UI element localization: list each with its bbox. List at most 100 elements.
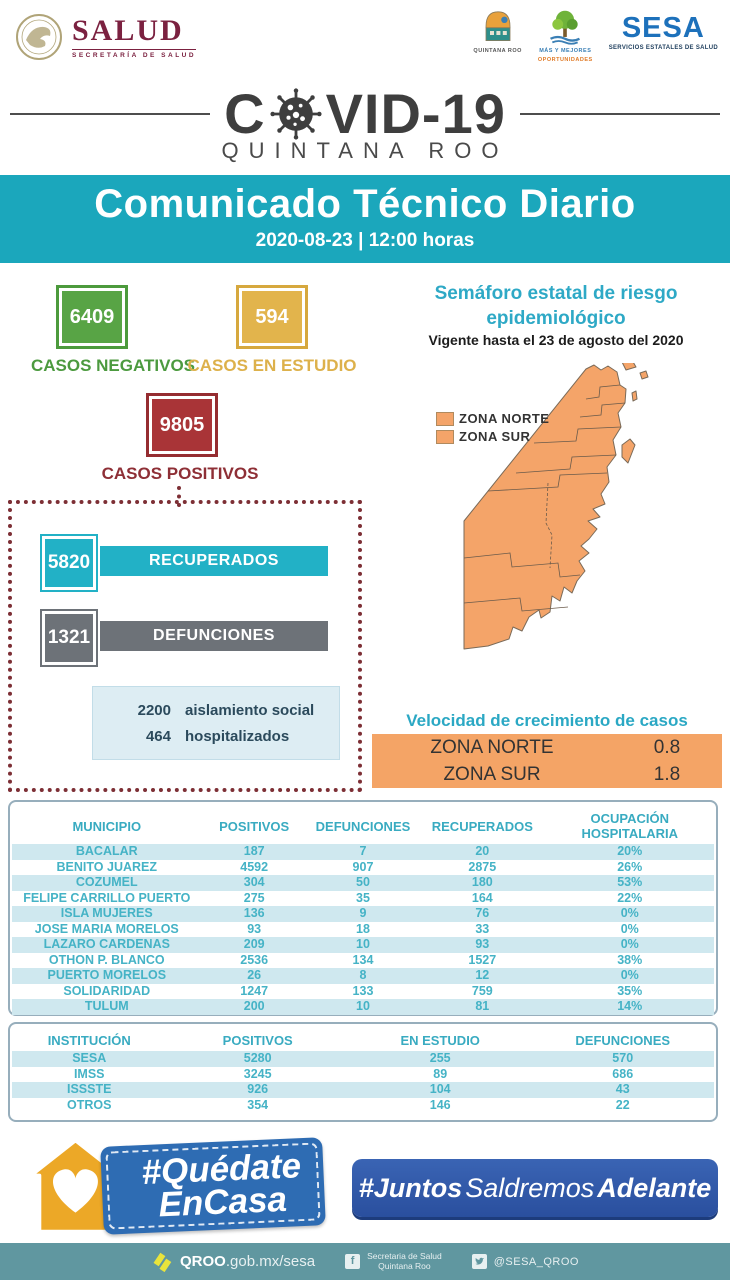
table-row: PUERTO MORELOS 26 8 12 0% bbox=[12, 968, 714, 984]
aislamiento-row: 2200 aislamiento social bbox=[93, 702, 339, 719]
table-cell: 209 bbox=[243, 937, 265, 951]
table-cell: 53% bbox=[617, 875, 643, 889]
quintana-roo-caption: QUINTANA ROO bbox=[473, 48, 522, 54]
facebook-name-line1: Secretaria de Salud bbox=[367, 1250, 442, 1261]
oportunidades-caption-1: MÁS Y MEJORES bbox=[539, 48, 592, 54]
table-cell: 570 bbox=[612, 1051, 634, 1065]
table-cell: 686 bbox=[612, 1066, 634, 1081]
table-cell: 255 bbox=[429, 1051, 451, 1065]
table-cell: 275 bbox=[243, 890, 265, 905]
table-cell: 8 bbox=[359, 968, 367, 982]
government-logos: QUINTANA ROO MÁS Y MEJORES OPORTUNIDADES… bbox=[473, 8, 718, 64]
table-cell: ISSSTE bbox=[66, 1082, 112, 1096]
table-cell: BENITO JUAREZ bbox=[56, 859, 157, 874]
table-cell: 38% bbox=[617, 952, 643, 967]
table-cell: 89 bbox=[433, 1066, 448, 1081]
salud-logo: SALUD SECRETARÍA DE SALUD bbox=[14, 12, 197, 62]
table-cell: 0% bbox=[620, 906, 639, 920]
table-cell: 35% bbox=[617, 983, 643, 998]
table-cell: 9 bbox=[359, 906, 367, 920]
growth-title: Velocidad de crecimiento de casos bbox=[406, 711, 688, 730]
juntos-saldremos-banner: #Juntos Saldremos Adelante bbox=[352, 1159, 718, 1217]
juntos-part2: Saldremos bbox=[465, 1172, 595, 1203]
table-cell: 180 bbox=[471, 875, 493, 889]
campaign-banners: #Quédate EnCasa #Juntos Saldremos Adelan… bbox=[0, 1132, 730, 1237]
growth-table: ZONA NORTE 0.8 ZONA SUR 1.8 bbox=[372, 734, 722, 788]
dotted-connector bbox=[177, 486, 181, 507]
column-header: MUNICIPIO bbox=[72, 818, 142, 834]
table-cell: LAZARO CARDENAS bbox=[43, 937, 170, 951]
facebook-icon: f bbox=[345, 1254, 361, 1269]
table-cell: FELIPE CARRILLO PUERTO bbox=[23, 890, 191, 905]
table-cell: 2536 bbox=[240, 952, 269, 967]
growth-value-norte: 0.8 bbox=[653, 736, 681, 758]
table-row: BENITO JUAREZ 4592 907 2875 26% bbox=[12, 860, 714, 876]
hospitalizados-row: 464 hospitalizados bbox=[93, 728, 339, 745]
defunciones-value: 1321 bbox=[47, 627, 91, 648]
instituciones-table-card: INSTITUCIÓN POSITIVOS EN ESTUDIO DEFUNCIONE… bbox=[8, 1022, 718, 1122]
growth-zone-sur: ZONA SUR bbox=[443, 763, 541, 785]
table-cell: 22% bbox=[617, 890, 643, 905]
quintana-roo-logo: QUINTANA ROO bbox=[473, 8, 521, 55]
table-cell: 926 bbox=[247, 1082, 269, 1096]
table-row: IMSS 3245 89 686 bbox=[12, 1067, 714, 1083]
negativos-box: 6409 bbox=[56, 285, 128, 349]
table-cell: BACALAR bbox=[75, 844, 138, 858]
sesa-title: SESA bbox=[621, 12, 705, 44]
en-estudio-value: 594 bbox=[255, 305, 289, 328]
recuperados-value: 5820 bbox=[47, 552, 91, 573]
twitter-link[interactable]: @SESA_QROO bbox=[471, 1254, 579, 1269]
instituciones-table: INSTITUCIÓN POSITIVOS EN ESTUDIO DEFUNCIONE… bbox=[12, 1031, 714, 1113]
table-row: OTROS 354 146 22 bbox=[12, 1098, 714, 1114]
recuperados-box: 5820 bbox=[40, 534, 98, 592]
negativos-label: CASOS NEGATIVOS bbox=[30, 356, 196, 375]
site-bold: QROO bbox=[180, 1253, 226, 1270]
covid-title-vid19: VID-19 bbox=[325, 82, 506, 145]
column-header: RECUPERADOS bbox=[431, 818, 533, 834]
website-link[interactable]: QROO.gob.mx/sesa bbox=[151, 1251, 315, 1273]
table-cell: 10 bbox=[356, 999, 370, 1013]
table-row: SOLIDARIDAD 1247 133 759 35% bbox=[12, 984, 714, 1000]
table-cell: 354 bbox=[247, 1097, 269, 1112]
table-row: BACALAR 187 7 20 20% bbox=[12, 844, 714, 860]
twitter-handle: @SESA_QROO bbox=[493, 1255, 579, 1268]
zona-norte-swatch bbox=[436, 411, 454, 426]
table-cell: 33 bbox=[475, 921, 490, 936]
zona-sur-swatch bbox=[436, 429, 454, 444]
growth-row-norte: ZONA NORTE 0.8 bbox=[372, 734, 722, 761]
positivos-breakdown-box: 5820 RECUPERADOS 1321 DEFUNCIONES 2200 a… bbox=[8, 500, 362, 792]
table-cell: 1247 bbox=[240, 983, 269, 998]
column-header: OCUPACIÓN HOSPITALARIA bbox=[581, 811, 679, 841]
zona-sur-label: ZONA SUR bbox=[459, 429, 531, 444]
facebook-name-line2: Quintana Roo bbox=[378, 1260, 431, 1271]
covid-title: C VID-19 bbox=[224, 86, 506, 142]
column-header: POSITIVOS bbox=[219, 818, 290, 834]
positivos-value: 9805 bbox=[159, 413, 205, 436]
quedate-line2: EnCasa bbox=[157, 1179, 288, 1225]
table-cell: PUERTO MORELOS bbox=[47, 968, 167, 982]
juntos-part3: Adelante bbox=[597, 1172, 712, 1203]
table-cell: 10 bbox=[356, 937, 370, 951]
legend-zona-norte: ZONA NORTE bbox=[436, 411, 549, 426]
table-cell: 134 bbox=[352, 952, 374, 967]
table-cell: 759 bbox=[471, 983, 493, 998]
table-row: ISSSTE 926 104 43 bbox=[12, 1082, 714, 1098]
column-header: DEFUNCIONES bbox=[315, 818, 411, 834]
hospitalizados-value: 464 bbox=[145, 727, 171, 745]
table-cell: 907 bbox=[352, 859, 374, 874]
table-cell: 0% bbox=[620, 937, 639, 951]
twitter-icon bbox=[471, 1254, 487, 1269]
table-cell: 26% bbox=[617, 859, 643, 874]
hospitalizados-label: hospitalizados bbox=[185, 727, 290, 745]
oportunidades-caption-2: OPORTUNIDADES bbox=[537, 57, 593, 64]
table-cell: OTROS bbox=[66, 1097, 112, 1112]
eagle-seal-icon bbox=[16, 14, 62, 60]
table-cell: TULUM bbox=[84, 999, 129, 1013]
column-header: INSTITUCIÓN bbox=[47, 1033, 131, 1048]
growth-value-sur: 1.8 bbox=[653, 763, 681, 785]
table-cell: SESA bbox=[72, 1051, 107, 1065]
tree-icon bbox=[550, 10, 581, 45]
facebook-link[interactable]: f Secretaria de Salud Quintana Roo bbox=[345, 1250, 442, 1272]
state-shield-icon bbox=[485, 11, 511, 41]
growth-zone-norte: ZONA NORTE bbox=[430, 736, 554, 758]
